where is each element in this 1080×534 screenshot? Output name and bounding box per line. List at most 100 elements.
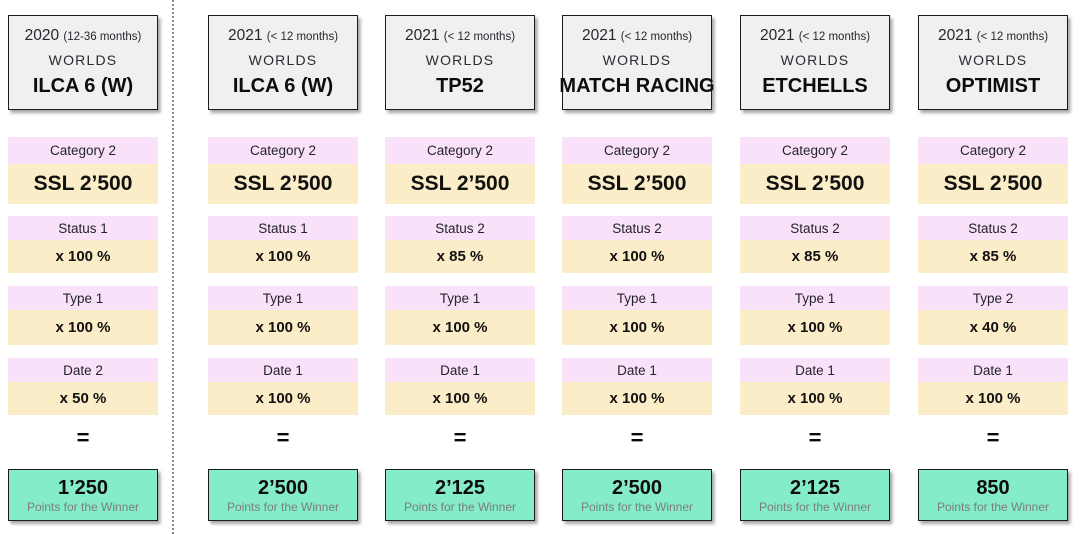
category-label: Category 2 (385, 137, 535, 164)
points-box: 2’125 Points for the Winner (740, 469, 890, 521)
date-label: Date 1 (208, 358, 358, 382)
points-value: 2’125 (789, 476, 841, 499)
points-box: 2’500 Points for the Winner (208, 469, 358, 521)
date-label: Date 1 (562, 358, 712, 382)
event-series: WORLDS (780, 52, 850, 68)
event-name: ILCA 6 (W) (32, 75, 134, 97)
event-year-line: 2020 (12-36 months) (25, 27, 142, 45)
status-multiplier: x 100 % (208, 240, 358, 273)
equals-sign: = (808, 425, 822, 450)
date-label: Date 2 (8, 358, 158, 382)
points-value: 2’500 (257, 476, 309, 499)
event-column: 2021 (< 12 months) WORLDS ILCA 6 (W) Cat… (208, 0, 358, 521)
date-label: Date 1 (740, 358, 890, 382)
points-box: 1’250 Points for the Winner (8, 469, 158, 521)
type-multiplier: x 100 % (208, 310, 358, 345)
event-header: 2020 (12-36 months) WORLDS ILCA 6 (W) (8, 15, 158, 110)
event-year: 2021 (759, 27, 795, 44)
event-column: 2021 (< 12 months) WORLDS ETCHELLS Categ… (740, 0, 890, 521)
date-multiplier: x 100 % (385, 382, 535, 415)
points-caption: Points for the Winner (403, 499, 517, 514)
date-multiplier: x 100 % (740, 382, 890, 415)
points-box: 850 Points for the Winner (918, 469, 1068, 521)
event-age-window: (< 12 months) (976, 31, 1049, 43)
date-multiplier: x 50 % (8, 382, 158, 415)
date-label: Date 1 (918, 358, 1068, 382)
event-age-window: (< 12 months) (798, 31, 871, 43)
type-multiplier: x 100 % (562, 310, 712, 345)
equals-sign: = (453, 425, 467, 450)
event-name: ETCHELLS (762, 75, 868, 97)
points-caption: Points for the Winner (580, 499, 694, 514)
type-label: Type 1 (8, 286, 158, 310)
type-label: Type 1 (208, 286, 358, 310)
event-series: WORLDS (602, 52, 672, 68)
event-series: WORLDS (425, 52, 495, 68)
points-value: 1’250 (57, 476, 109, 499)
type-label: Type 1 (740, 286, 890, 310)
category-value: SSL 2’500 (562, 164, 712, 204)
points-caption: Points for the Winner (758, 499, 872, 514)
status-label: Status 1 (8, 216, 158, 240)
status-multiplier: x 85 % (385, 240, 535, 273)
event-column: 2021 (< 12 months) WORLDS TP52 Category … (385, 0, 535, 521)
points-value: 2’125 (434, 476, 486, 499)
type-multiplier: x 40 % (918, 310, 1068, 345)
category-label: Category 2 (918, 137, 1068, 164)
status-multiplier: x 100 % (8, 240, 158, 273)
status-label: Status 1 (208, 216, 358, 240)
status-multiplier: x 100 % (562, 240, 712, 273)
event-year: 2021 (937, 27, 973, 44)
event-column: 2021 (< 12 months) WORLDS OPTIMIST Categ… (918, 0, 1068, 521)
category-value: SSL 2’500 (918, 164, 1068, 204)
category-label: Category 2 (562, 137, 712, 164)
event-header: 2021 (< 12 months) WORLDS OPTIMIST (918, 15, 1068, 110)
event-year: 2021 (227, 27, 263, 44)
points-box: 2’500 Points for the Winner (562, 469, 712, 521)
event-year-line: 2021 (< 12 months) (405, 27, 515, 45)
date-multiplier: x 100 % (562, 382, 712, 415)
event-age-window: (< 12 months) (443, 31, 516, 43)
event-series: WORLDS (48, 52, 118, 68)
status-label: Status 2 (385, 216, 535, 240)
type-label: Type 1 (562, 286, 712, 310)
year-divider (172, 0, 174, 534)
event-series: WORLDS (958, 52, 1028, 68)
category-value: SSL 2’500 (740, 164, 890, 204)
date-multiplier: x 100 % (918, 382, 1068, 415)
date-label: Date 1 (385, 358, 535, 382)
type-multiplier: x 100 % (740, 310, 890, 345)
event-age-window: (< 12 months) (266, 31, 339, 43)
equals-sign: = (986, 425, 1000, 450)
event-name: ILCA 6 (W) (232, 75, 334, 97)
status-multiplier: x 85 % (918, 240, 1068, 273)
type-multiplier: x 100 % (8, 310, 158, 345)
type-label: Type 2 (918, 286, 1068, 310)
event-column: 2020 (12-36 months) WORLDS ILCA 6 (W) Ca… (8, 0, 158, 521)
category-label: Category 2 (208, 137, 358, 164)
event-header: 2021 (< 12 months) WORLDS TP52 (385, 15, 535, 110)
status-multiplier: x 85 % (740, 240, 890, 273)
points-caption: Points for the Winner (936, 499, 1050, 514)
date-multiplier: x 100 % (208, 382, 358, 415)
event-header: 2021 (< 12 months) WORLDS ILCA 6 (W) (208, 15, 358, 110)
points-value: 2’500 (611, 476, 663, 499)
event-name: OPTIMIST (945, 75, 1041, 97)
status-label: Status 2 (740, 216, 890, 240)
event-name: MATCH RACING (559, 75, 715, 97)
event-header: 2021 (< 12 months) WORLDS MATCH RACING (559, 15, 715, 110)
event-year: 2020 (24, 27, 60, 44)
points-box: 2’125 Points for the Winner (385, 469, 535, 521)
event-age-window: (< 12 months) (620, 31, 693, 43)
category-value: SSL 2’500 (208, 164, 358, 204)
points-value: 850 (976, 476, 1010, 499)
event-year-line: 2021 (< 12 months) (228, 27, 338, 45)
event-year: 2021 (581, 27, 617, 44)
event-year-line: 2021 (< 12 months) (760, 27, 870, 45)
type-multiplier: x 100 % (385, 310, 535, 345)
status-label: Status 2 (918, 216, 1068, 240)
category-label: Category 2 (740, 137, 890, 164)
points-caption: Points for the Winner (226, 499, 340, 514)
category-label: Category 2 (8, 137, 158, 164)
